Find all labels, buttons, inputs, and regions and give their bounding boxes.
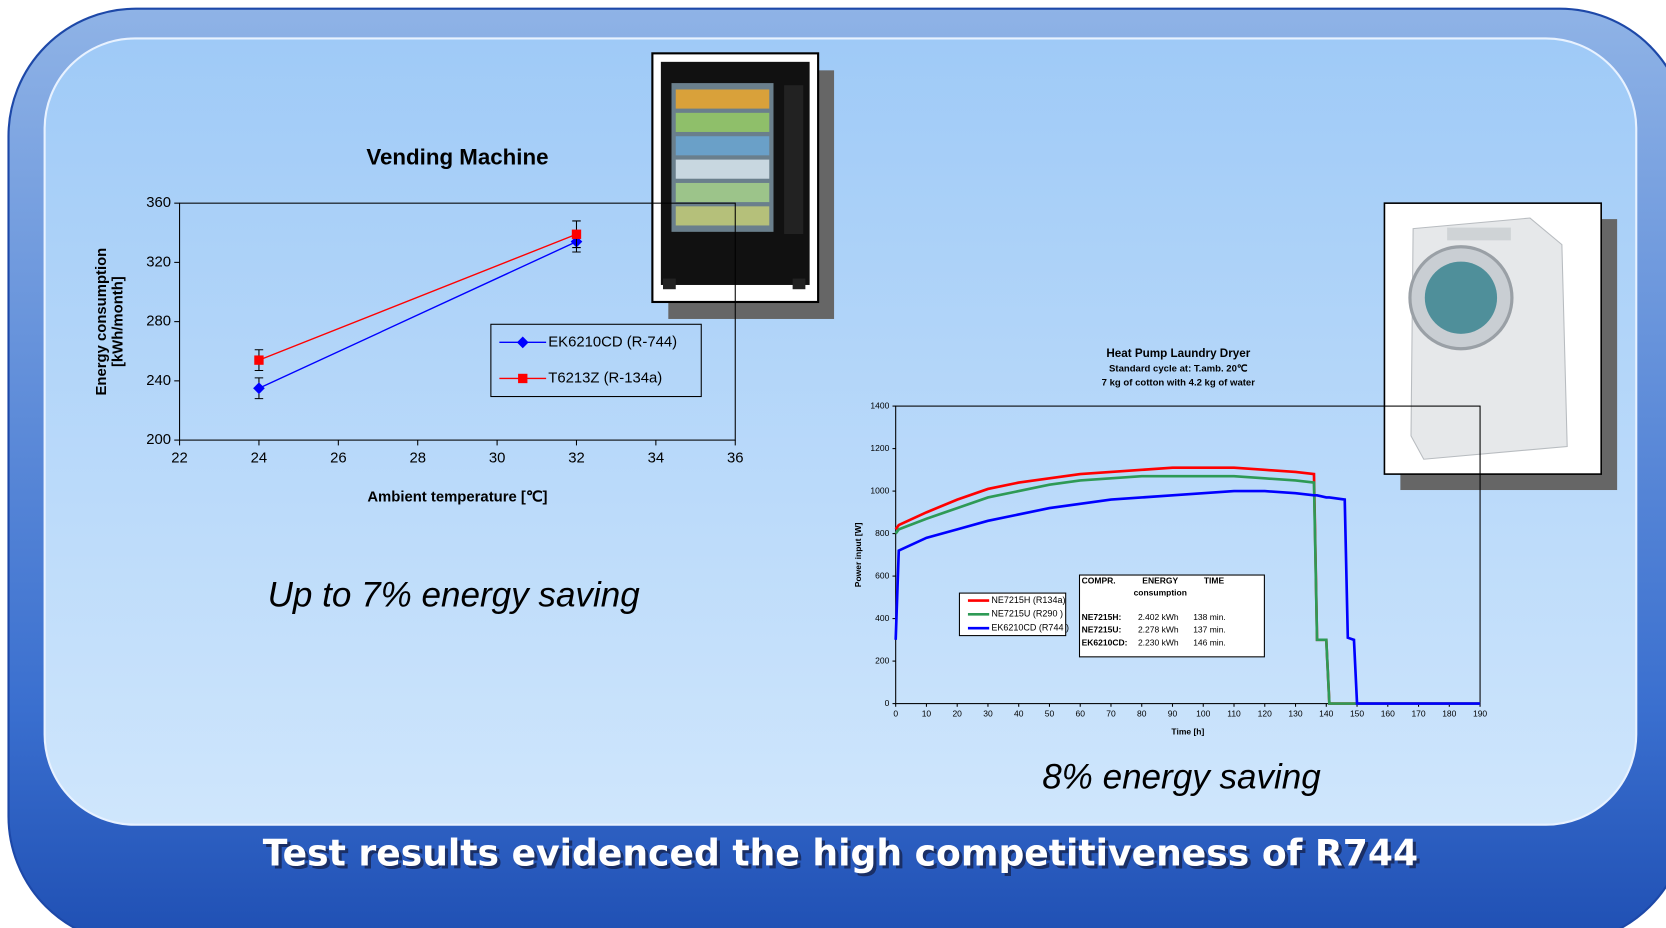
table-cell: NE7215H: bbox=[1082, 612, 1122, 622]
x-axis-label: Time [h] bbox=[1171, 727, 1204, 737]
y-tick-label: 1200 bbox=[870, 443, 889, 453]
y-tick-label: 800 bbox=[875, 528, 889, 538]
x-tick-label: 180 bbox=[1442, 709, 1456, 719]
y-tick-label: 360 bbox=[146, 195, 171, 211]
x-tick-label: 80 bbox=[1137, 709, 1147, 719]
x-tick-label: 36 bbox=[727, 451, 744, 467]
table-header: COMPR. bbox=[1082, 576, 1116, 586]
y-tick-label: 600 bbox=[875, 570, 889, 580]
legend-label: NE7215H (R134a) bbox=[991, 595, 1065, 605]
y-tick-label: 240 bbox=[146, 373, 171, 389]
vending-machine-photo bbox=[651, 52, 835, 319]
table-cell: NE7215U: bbox=[1082, 625, 1122, 635]
legend-box bbox=[490, 323, 702, 398]
x-tick-label: 26 bbox=[330, 451, 347, 467]
point-marker bbox=[254, 355, 264, 365]
series-line bbox=[894, 474, 1481, 705]
point-marker bbox=[518, 373, 528, 384]
x-tick-label: 130 bbox=[1288, 709, 1302, 719]
chart-subtitle: Standard cycle at: T.amb. 20℃ bbox=[1109, 363, 1248, 374]
table-cell: 2.402 kWh bbox=[1138, 612, 1179, 622]
point-marker bbox=[516, 336, 529, 349]
point-marker bbox=[571, 229, 582, 239]
y-tick-label: 280 bbox=[146, 314, 171, 330]
table-header: consumption bbox=[1134, 587, 1187, 597]
x-tick-label: 28 bbox=[409, 451, 426, 467]
y-axis-label: [kWh/month] bbox=[111, 276, 127, 367]
table-cell: 137 min. bbox=[1193, 625, 1226, 635]
table-cell: 138 min. bbox=[1193, 612, 1226, 622]
washing-machine-photo bbox=[1383, 202, 1618, 491]
legend-label: NE7215U (R290 ) bbox=[991, 609, 1063, 619]
table-cell: 2.230 kWh bbox=[1138, 637, 1179, 647]
y-tick-label: 400 bbox=[875, 613, 889, 623]
table-cell: 146 min. bbox=[1193, 637, 1226, 647]
series-line bbox=[258, 241, 577, 389]
y-tick-label: 1000 bbox=[870, 485, 889, 495]
x-tick-label: 140 bbox=[1319, 709, 1333, 719]
x-tick-label: 30 bbox=[489, 451, 506, 467]
x-tick-label: 60 bbox=[1075, 709, 1085, 719]
y-tick-label: 200 bbox=[875, 655, 889, 665]
y-axis-label: Power input [W] bbox=[853, 522, 863, 587]
caption: 8% energy saving bbox=[1042, 757, 1321, 796]
plot-area bbox=[895, 405, 1481, 705]
x-tick-label: 22 bbox=[171, 451, 188, 467]
legend-label: T6213Z (R-134a) bbox=[548, 370, 662, 386]
x-tick-label: 90 bbox=[1168, 709, 1178, 719]
y-tick-label: 0 bbox=[885, 698, 890, 708]
footer-shadow: Test results evidenced the high competit… bbox=[266, 835, 1421, 878]
y-tick-label: 1400 bbox=[870, 400, 889, 410]
x-tick-label: 70 bbox=[1106, 709, 1116, 719]
x-tick-label: 100 bbox=[1196, 709, 1210, 719]
x-axis-label: Ambient temperature [℃] bbox=[367, 489, 547, 505]
table-header: TIME bbox=[1204, 576, 1225, 586]
legend-label: EK6210CD (R744 ) bbox=[991, 623, 1069, 633]
x-tick-label: 110 bbox=[1227, 709, 1241, 719]
x-tick-label: 120 bbox=[1258, 709, 1272, 719]
x-tick-label: 150 bbox=[1350, 709, 1364, 719]
footer-text: Test results evidenced the high competit… bbox=[263, 832, 1418, 875]
x-tick-label: 10 bbox=[922, 709, 932, 719]
x-tick-label: 0 bbox=[893, 709, 898, 719]
table-header: ENERGY bbox=[1142, 576, 1178, 586]
x-tick-label: 160 bbox=[1381, 709, 1395, 719]
chart-title: Vending Machine bbox=[366, 144, 548, 169]
summary-table bbox=[1078, 574, 1265, 658]
caption: Up to 7% energy saving bbox=[268, 576, 641, 615]
table-cell: EK6210CD: bbox=[1082, 637, 1128, 647]
x-tick-label: 170 bbox=[1411, 709, 1425, 719]
chart-subtitle: 7 kg of cotton with 4.2 kg of water bbox=[1102, 377, 1256, 388]
chart-title: Heat Pump Laundry Dryer bbox=[1106, 347, 1250, 360]
x-tick-label: 30 bbox=[983, 709, 993, 719]
y-tick-label: 320 bbox=[146, 254, 171, 270]
series-line bbox=[258, 233, 577, 361]
x-tick-label: 190 bbox=[1473, 709, 1487, 719]
x-tick-label: 40 bbox=[1014, 709, 1024, 719]
x-tick-label: 34 bbox=[648, 451, 665, 467]
x-tick-label: 20 bbox=[952, 709, 962, 719]
legend-label: EK6210CD (R-744) bbox=[548, 334, 677, 350]
y-tick-label: 200 bbox=[146, 432, 171, 448]
y-axis-label: Energy consumption bbox=[94, 248, 110, 396]
series-line bbox=[894, 489, 1481, 705]
table-cell: 2.278 kWh bbox=[1138, 625, 1179, 635]
x-tick-label: 50 bbox=[1045, 709, 1055, 719]
x-tick-label: 24 bbox=[251, 451, 268, 467]
x-tick-label: 32 bbox=[568, 451, 585, 467]
